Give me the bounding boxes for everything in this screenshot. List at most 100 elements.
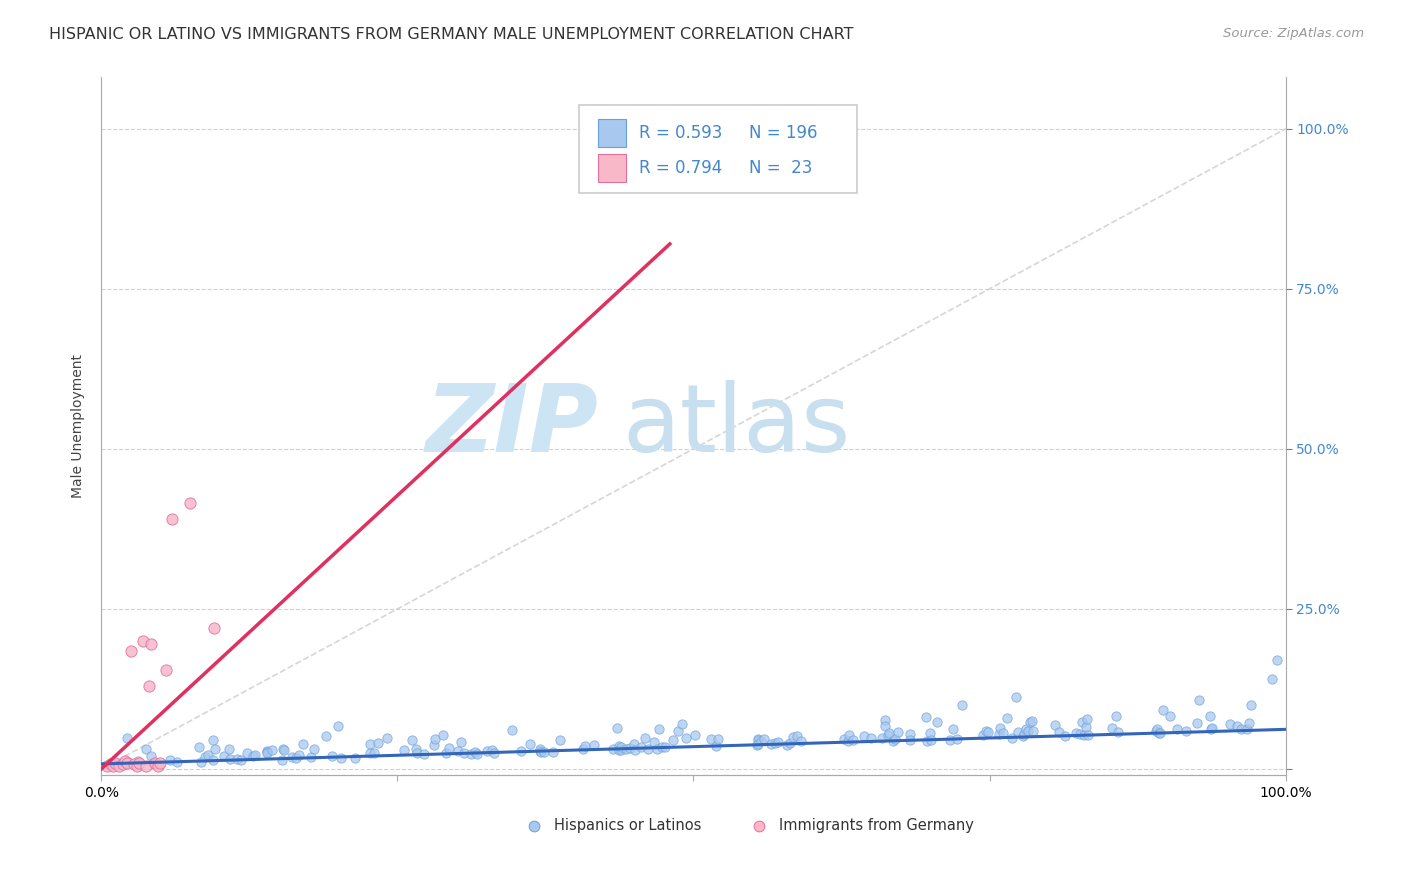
Point bbox=[321, 748, 343, 763]
Point bbox=[1076, 712, 1098, 726]
Point bbox=[1229, 723, 1251, 737]
Point bbox=[946, 731, 969, 746]
Point bbox=[135, 759, 157, 773]
Point bbox=[114, 755, 136, 769]
Point bbox=[1159, 708, 1181, 723]
Point bbox=[218, 741, 240, 756]
Point bbox=[108, 759, 131, 773]
Point bbox=[763, 736, 786, 750]
Point bbox=[988, 721, 1011, 735]
Point bbox=[101, 759, 124, 773]
Point bbox=[529, 745, 551, 759]
FancyBboxPatch shape bbox=[598, 120, 626, 147]
Text: HISPANIC OR LATINO VS IMMIGRANTS FROM GERMANY MALE UNEMPLOYMENT CORRELATION CHAR: HISPANIC OR LATINO VS IMMIGRANTS FROM GE… bbox=[49, 27, 853, 42]
Point bbox=[344, 751, 367, 765]
Point bbox=[1236, 723, 1258, 737]
Point bbox=[602, 742, 624, 756]
Point bbox=[127, 755, 149, 769]
Point bbox=[1239, 716, 1261, 731]
Point bbox=[529, 742, 551, 756]
Point bbox=[747, 737, 769, 751]
Point bbox=[190, 755, 212, 769]
Point bbox=[623, 742, 645, 756]
Point bbox=[1021, 714, 1043, 728]
Point bbox=[859, 731, 882, 745]
Point bbox=[877, 728, 900, 742]
Point bbox=[574, 739, 596, 753]
Point bbox=[1012, 727, 1035, 741]
Point bbox=[837, 733, 859, 747]
Point bbox=[464, 745, 486, 759]
Point bbox=[423, 739, 446, 753]
Point bbox=[533, 745, 555, 759]
FancyBboxPatch shape bbox=[598, 154, 626, 182]
Point bbox=[1267, 653, 1289, 667]
Text: Hispanics or Latinos: Hispanics or Latinos bbox=[554, 818, 702, 833]
Point bbox=[1054, 729, 1077, 743]
Point bbox=[648, 722, 671, 736]
Point bbox=[142, 756, 165, 770]
Point bbox=[98, 756, 121, 771]
Point bbox=[745, 738, 768, 752]
Point bbox=[1007, 725, 1029, 739]
Point bbox=[124, 756, 146, 771]
Point bbox=[872, 731, 894, 745]
Point bbox=[1219, 717, 1241, 731]
Point bbox=[202, 621, 225, 635]
Text: N =  23: N = 23 bbox=[749, 159, 813, 178]
Point bbox=[218, 752, 240, 766]
Point bbox=[768, 735, 790, 749]
Point bbox=[915, 710, 938, 724]
Y-axis label: Male Unemployment: Male Unemployment bbox=[72, 354, 86, 499]
Point bbox=[1146, 723, 1168, 737]
FancyBboxPatch shape bbox=[579, 105, 858, 193]
Point bbox=[162, 512, 184, 526]
Point bbox=[749, 733, 772, 747]
Point bbox=[481, 743, 503, 757]
Point bbox=[453, 747, 475, 761]
Point bbox=[115, 731, 138, 746]
Point bbox=[401, 733, 423, 747]
Point bbox=[972, 728, 994, 742]
Point bbox=[212, 749, 235, 764]
Point bbox=[630, 739, 652, 754]
Point bbox=[1073, 728, 1095, 742]
Point bbox=[256, 744, 278, 758]
Point bbox=[1012, 729, 1035, 743]
Point bbox=[683, 728, 706, 742]
Point bbox=[285, 751, 308, 765]
Point bbox=[675, 731, 697, 745]
Point bbox=[832, 732, 855, 747]
Text: atlas: atlas bbox=[623, 381, 851, 473]
Point bbox=[661, 733, 683, 747]
Point bbox=[1070, 714, 1092, 729]
Point bbox=[918, 725, 941, 739]
Point bbox=[96, 759, 118, 773]
Point bbox=[204, 742, 226, 756]
Point bbox=[375, 731, 398, 746]
Point bbox=[146, 759, 169, 773]
Point bbox=[782, 731, 804, 745]
Point bbox=[1001, 731, 1024, 746]
Point bbox=[270, 753, 292, 767]
Text: Source: ZipAtlas.com: Source: ZipAtlas.com bbox=[1223, 27, 1364, 40]
Point bbox=[188, 739, 211, 754]
Point bbox=[302, 741, 325, 756]
Point bbox=[886, 725, 908, 739]
Point bbox=[1199, 709, 1222, 723]
Point bbox=[882, 734, 904, 748]
Point bbox=[1074, 720, 1097, 734]
Point bbox=[1047, 725, 1070, 739]
Point bbox=[1144, 723, 1167, 738]
Point bbox=[1240, 698, 1263, 712]
Point bbox=[155, 663, 177, 677]
Point bbox=[997, 711, 1019, 725]
Point bbox=[143, 757, 166, 772]
Point bbox=[977, 725, 1000, 739]
Point bbox=[138, 679, 160, 693]
Point bbox=[1260, 673, 1282, 687]
Point bbox=[326, 719, 349, 733]
Point bbox=[1152, 703, 1174, 717]
Point bbox=[634, 731, 657, 745]
Point bbox=[519, 737, 541, 751]
